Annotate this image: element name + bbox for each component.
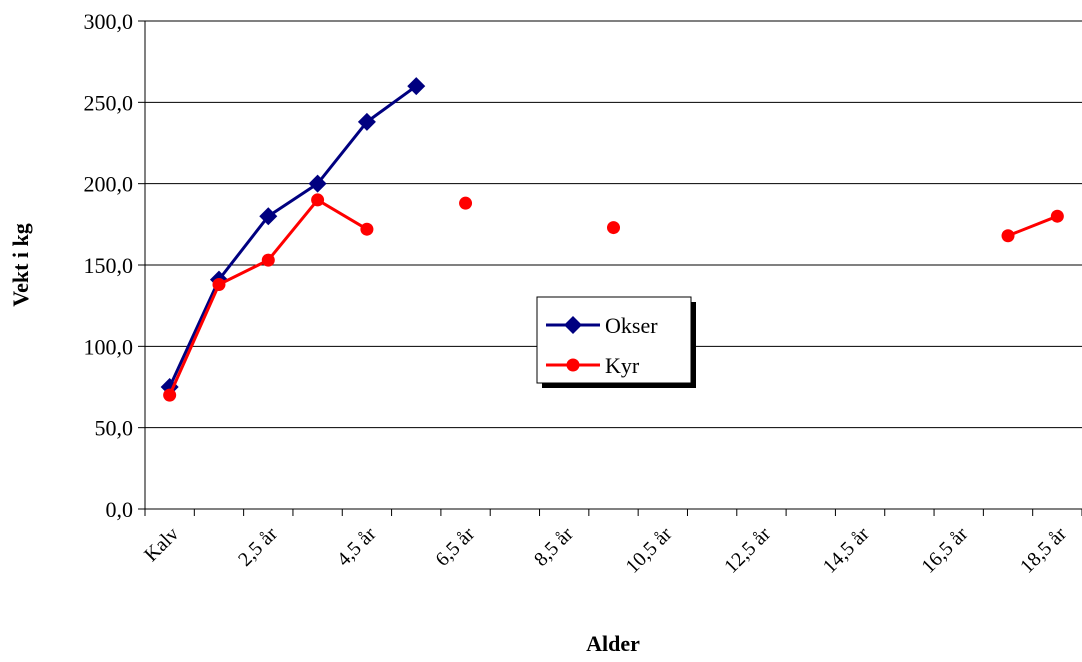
data-point [607,221,620,235]
legend-box [536,296,692,384]
legend-label: Okser [605,313,658,338]
y-tick-label: 150,0 [84,253,134,278]
x-axis-ticks: Kalv 2,5 år 4,5 år 6,5 år 8,5 år 10,5 år 12,5 … [140,509,1082,578]
series-okser [160,77,426,396]
x-tick-label: 2,5 år [234,523,282,571]
data-point [566,358,580,372]
data-point [357,112,376,131]
data-point [407,77,426,96]
data-point [360,222,374,236]
x-tick-label: 4,5 år [333,523,381,571]
data-point [459,196,473,210]
data-point [1050,209,1064,223]
legend-item-kyr: Kyr [546,353,640,378]
x-tick-label: 12,5 år [720,523,775,578]
series-kyr [163,193,1064,402]
x-tick-label: Kalv [140,523,183,566]
series-line [1007,214,1058,238]
legend-item-okser: Okser [546,313,658,338]
data-point [1001,229,1015,243]
y-tick-label: 0,0 [106,497,134,522]
y-tick-label: 300,0 [84,9,134,34]
y-axis-ticks: 0,0 50,0 100,0 150,0 200,0 250,0 300,0 [84,9,145,522]
x-axis-label: Alder [586,631,640,656]
x-tick-label: 6,5 år [431,523,479,571]
data-point [564,316,582,334]
y-axis-label: Vekt i kg [8,223,33,307]
data-point [311,193,325,207]
y-tick-label: 50,0 [95,416,134,441]
data-point [308,174,327,193]
legend-label: Kyr [605,353,640,378]
x-tick-label: 18,5 år [1016,523,1071,578]
x-tick-label: 10,5 år [622,523,677,578]
x-tick-label: 8,5 år [530,523,578,571]
series-layer [160,77,1064,402]
legend: Okser Kyr [536,296,696,388]
x-tick-label: 14,5 år [819,523,874,578]
data-point [261,253,275,267]
y-tick-label: 250,0 [84,90,134,115]
gridlines [145,20,1082,429]
data-point [212,278,226,292]
data-point [163,388,177,402]
series-line [168,84,418,388]
x-tick-label: 16,5 år [917,523,972,578]
y-tick-label: 100,0 [84,334,134,359]
series-line [168,197,368,396]
data-point [259,207,278,226]
y-tick-label: 200,0 [84,172,134,197]
